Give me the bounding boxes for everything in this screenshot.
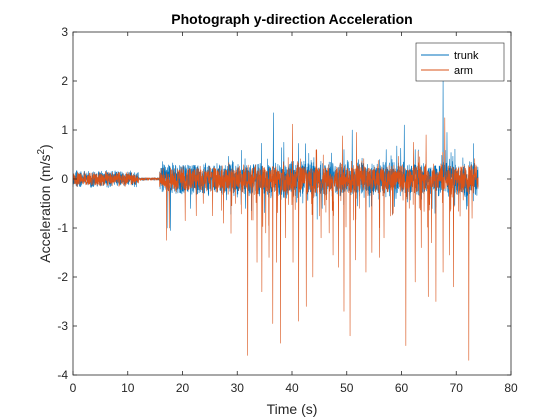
x-tick-label: 0 <box>70 381 77 395</box>
chart-title: Photograph y-direction Acceleration <box>171 11 412 27</box>
x-tick-label: 80 <box>504 381 518 395</box>
y-ticks: -4 -3 -2 -1 0 1 2 3 <box>57 25 511 382</box>
y-tick-label: 2 <box>61 74 68 88</box>
x-tick-label: 20 <box>176 381 190 395</box>
y-tick-label: 0 <box>61 172 68 186</box>
y-tick-label: -4 <box>57 368 68 382</box>
legend-box <box>415 42 505 82</box>
x-tick-label: 60 <box>395 381 409 395</box>
y-axis-label-exponent: 2 <box>36 149 47 155</box>
y-tick-label: -2 <box>57 270 68 284</box>
x-tick-label: 70 <box>450 381 464 395</box>
x-ticks: 0 10 20 30 40 50 60 70 80 <box>70 32 518 395</box>
y-tick-label: 1 <box>61 123 68 137</box>
y-tick-label: -1 <box>57 221 68 235</box>
x-tick-label: 10 <box>121 381 135 395</box>
y-tick-label: -3 <box>57 319 68 333</box>
y-axis-label: Acceleration (m/s2) <box>36 144 53 262</box>
legend-label-arm: arm <box>454 65 473 77</box>
x-tick-label: 50 <box>340 381 354 395</box>
legend: trunk arm <box>415 42 505 82</box>
y-axis-label-base: Acceleration (m/s <box>37 155 53 263</box>
y-axis-label-close: ) <box>37 144 53 149</box>
y-tick-label: 3 <box>61 25 68 39</box>
x-axis-label: Time (s) <box>267 401 318 417</box>
series-layer <box>72 75 479 361</box>
legend-label-trunk: trunk <box>454 50 479 62</box>
x-tick-label: 40 <box>285 381 299 395</box>
series-line-arm <box>72 117 479 361</box>
x-tick-label: 30 <box>231 381 245 395</box>
